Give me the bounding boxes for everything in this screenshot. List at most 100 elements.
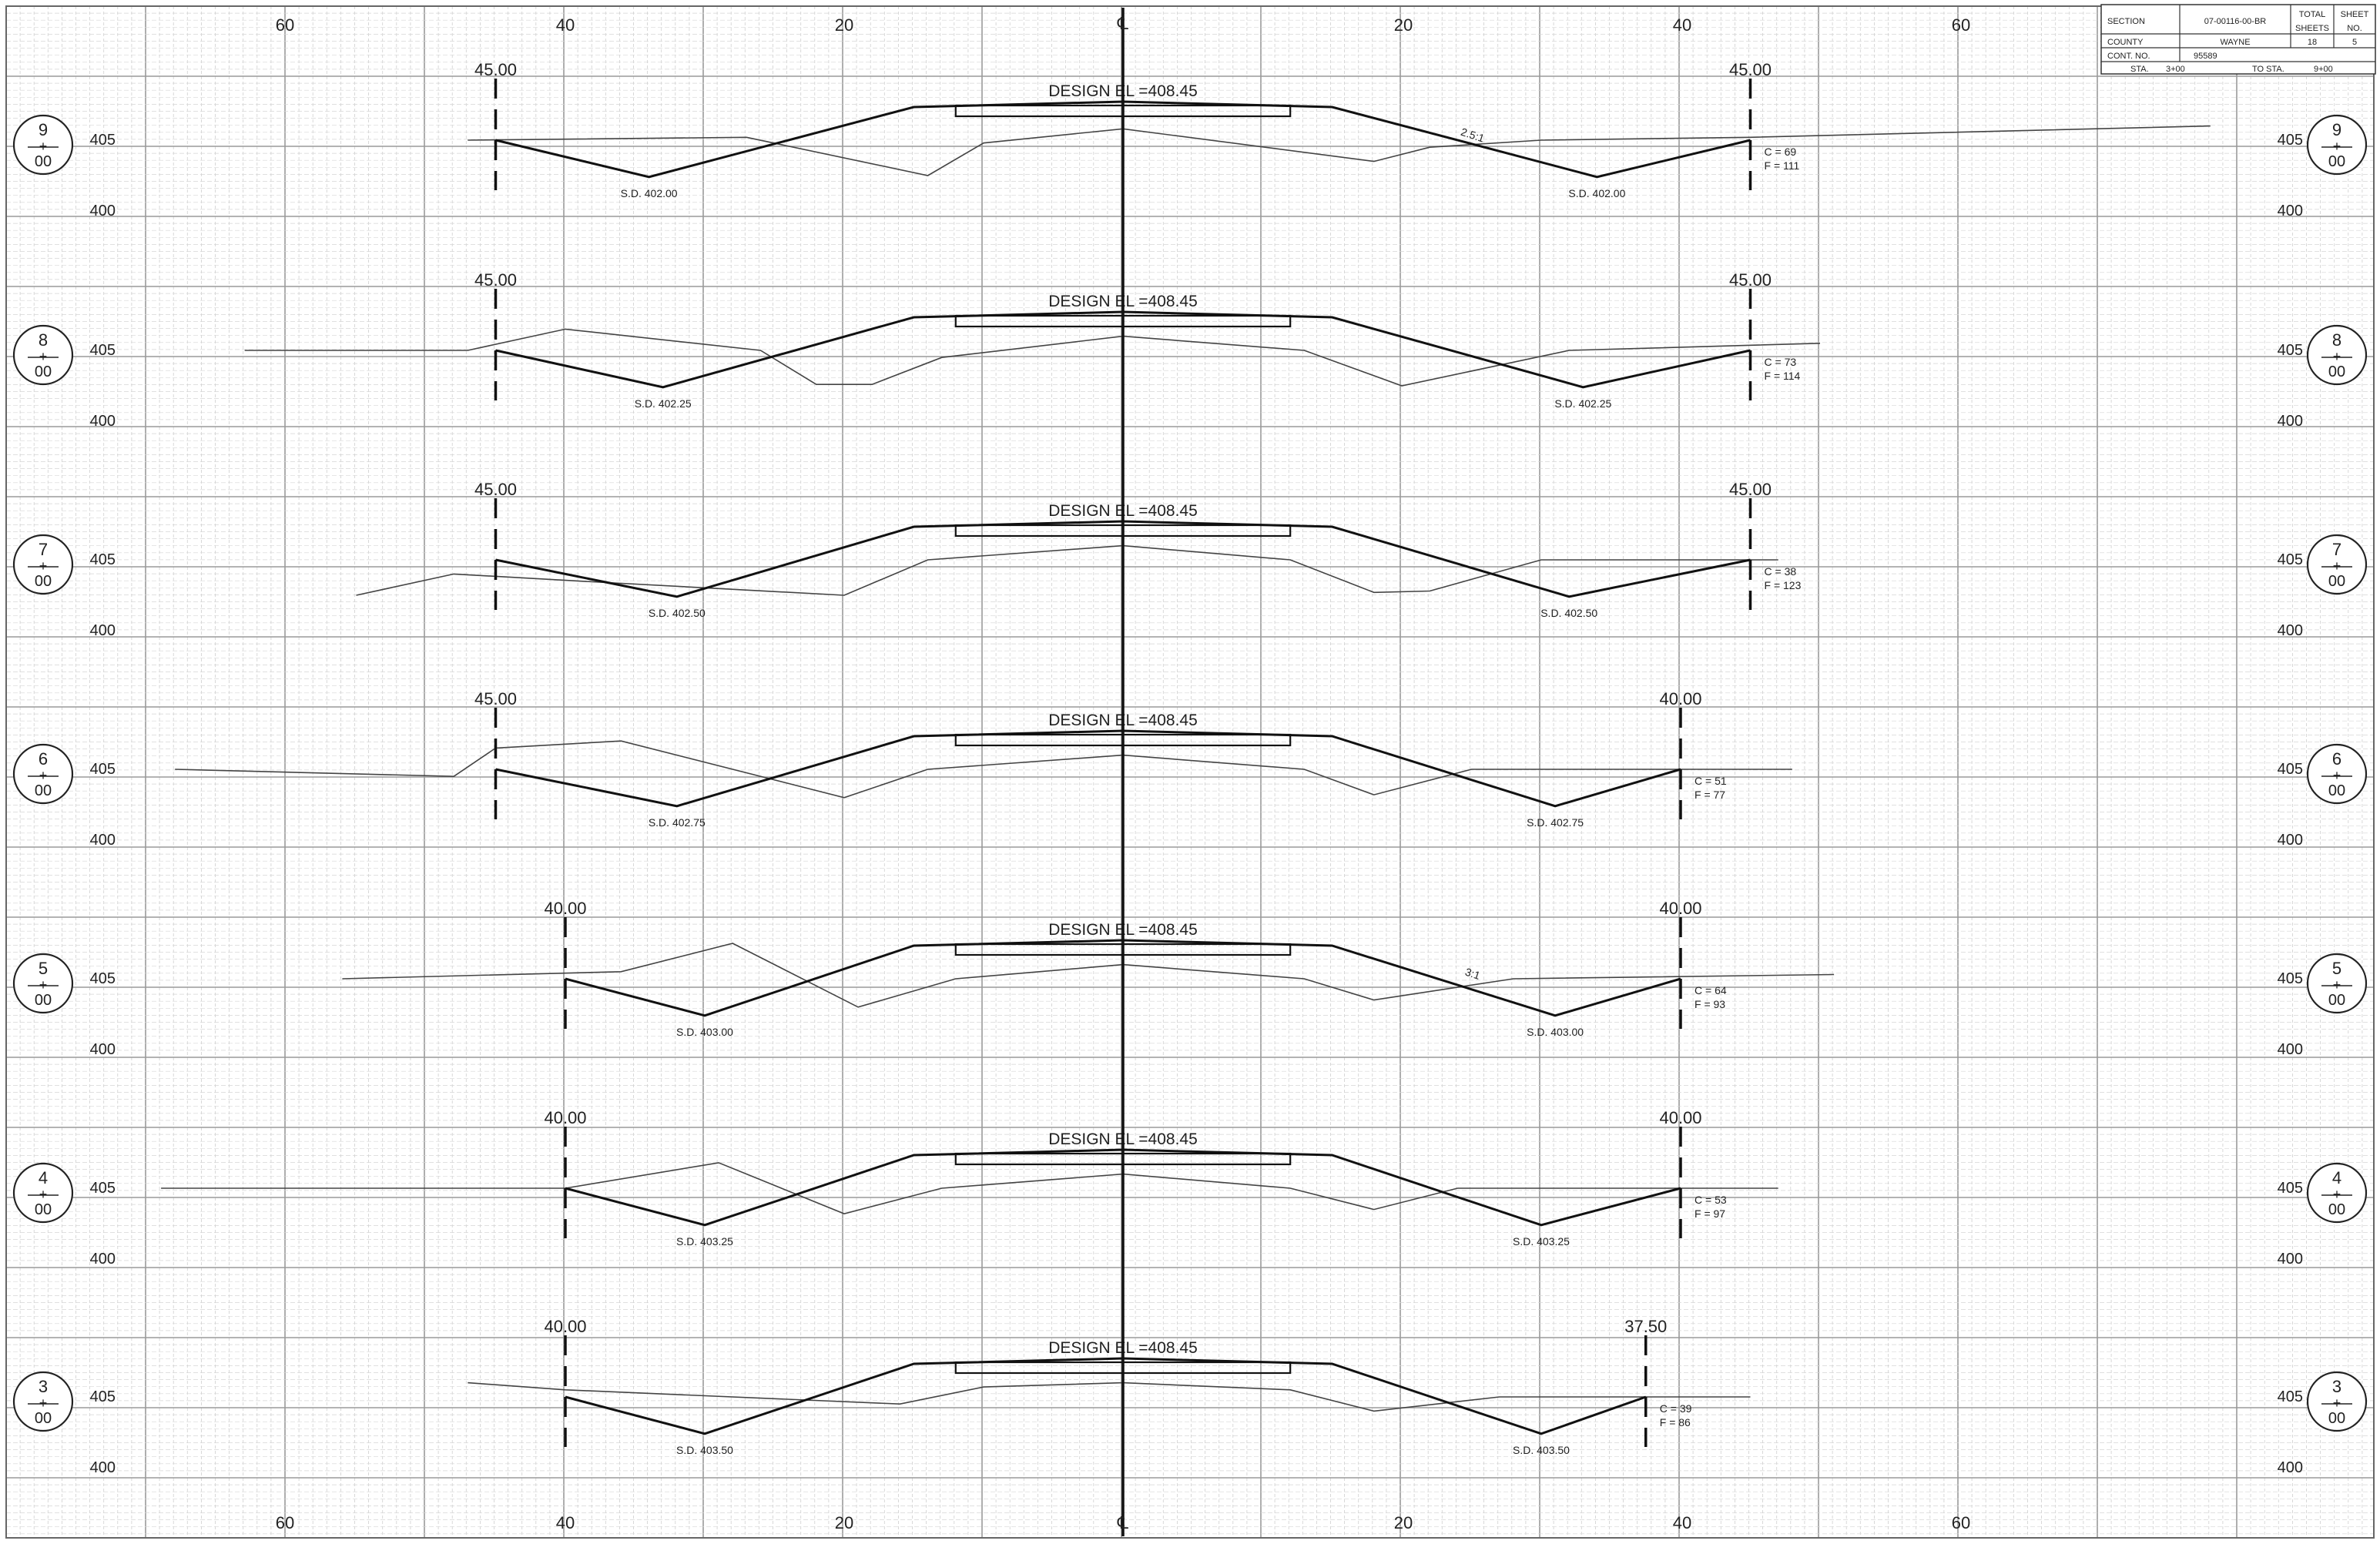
tb-cont-label: CONT. NO.	[2107, 52, 2150, 61]
existing-ground-line	[161, 1162, 1778, 1214]
existing-ground-line	[468, 125, 2211, 176]
elevation-label: 405	[90, 342, 116, 359]
offset-label: 60	[276, 15, 294, 35]
graph-paper-grid	[5, 5, 2375, 1539]
offset-label: 20	[835, 15, 853, 35]
ditch-elevation-label: S.D. 403.00	[676, 1026, 733, 1038]
station-number: 9	[2332, 120, 2341, 139]
elevation-label: 400	[90, 1041, 116, 1058]
station-bubble	[2306, 1371, 2368, 1432]
left-width-label: 40.00	[544, 899, 586, 918]
station-bubble	[2306, 743, 2368, 805]
offset-label: 40	[556, 15, 575, 35]
station-bubble	[12, 953, 74, 1014]
station-plus: +	[2333, 349, 2341, 364]
top-offset-labels: 60 40 20 20 40 60 ℄	[276, 14, 1970, 35]
elevation-label: 405	[2278, 970, 2303, 987]
offset-label: 60	[1952, 15, 1970, 35]
tb-sta-value: 3+00	[2166, 65, 2185, 74]
station-sub: 00	[35, 153, 52, 170]
left-width-label: 45.00	[474, 60, 517, 79]
station-bubble	[12, 114, 74, 176]
tb-sta-label: STA.	[2130, 65, 2149, 74]
existing-ground-line	[244, 328, 1821, 387]
station-bubble	[12, 1371, 74, 1432]
station-plus: +	[2333, 1395, 2341, 1411]
station-bubble	[2306, 114, 2368, 176]
ditch-elevation-label: S.D. 402.00	[1568, 187, 1625, 199]
offset-label: 60	[1952, 1513, 1970, 1532]
fill-quantity: F = 114	[1765, 370, 1801, 382]
station-number: 8	[2332, 330, 2341, 350]
elevation-label: 400	[90, 832, 116, 849]
station-bubble	[12, 1162, 74, 1224]
left-width-label: 40.00	[544, 1317, 586, 1336]
station-plus: +	[39, 349, 48, 364]
offset-label: 40	[556, 1513, 575, 1532]
existing-ground-line	[175, 740, 1792, 799]
cut-quantity: C = 69	[1765, 146, 1797, 158]
ditch-elevation-label: S.D. 402.25	[1554, 397, 1611, 410]
station-plus: +	[39, 558, 48, 574]
tb-county-label: COUNTY	[2107, 38, 2144, 47]
elevation-label: 405	[90, 1180, 116, 1197]
station-plus: +	[39, 1187, 48, 1202]
station-plus: +	[2333, 768, 2341, 783]
elevation-label: 400	[2278, 413, 2303, 430]
station-sub: 00	[35, 1201, 52, 1218]
station-bubble	[2306, 953, 2368, 1014]
ditch-elevation-label: S.D. 403.25	[1513, 1235, 1570, 1248]
right-width-label: 40.00	[1659, 1108, 1701, 1127]
elevation-label: 405	[90, 132, 116, 149]
elevation-label: 405	[2278, 1388, 2303, 1405]
cut-quantity: C = 73	[1765, 356, 1797, 368]
elevation-label: 400	[90, 413, 116, 430]
station-bubble	[12, 324, 74, 386]
cut-quantity: C = 64	[1694, 984, 1727, 996]
station-number: 4	[2332, 1168, 2341, 1187]
station-bubble	[2306, 324, 2368, 386]
elevation-label: 400	[2278, 1251, 2303, 1268]
tb-to-sta-label: TO STA.	[2252, 65, 2284, 74]
right-width-label: 40.00	[1659, 689, 1701, 708]
station-number: 6	[2332, 749, 2341, 769]
station-plus: +	[2333, 558, 2341, 574]
tb-sheet-value: 5	[2352, 38, 2357, 47]
elevation-label: 400	[90, 1459, 116, 1476]
tb-cont-value: 95589	[2194, 52, 2217, 61]
tb-sheet-label: NO.	[2347, 24, 2362, 33]
station-sub: 00	[2328, 363, 2345, 380]
offset-label: 60	[276, 1513, 294, 1532]
fill-quantity: F = 97	[1694, 1207, 1725, 1220]
station-sub: 00	[2328, 1201, 2345, 1218]
station-sub: 00	[35, 573, 52, 590]
offset-label: 20	[1394, 1513, 1413, 1532]
tb-total-value: 18	[2308, 38, 2317, 47]
station-sub: 00	[2328, 153, 2345, 170]
fill-quantity: F = 77	[1694, 789, 1725, 801]
left-width-label: 45.00	[474, 270, 517, 290]
elevation-label: 400	[90, 203, 116, 219]
station-plus: +	[2333, 977, 2341, 993]
elevation-label: 405	[90, 551, 116, 568]
station-bubble	[12, 534, 74, 595]
elevation-label: 400	[2278, 1041, 2303, 1058]
ditch-elevation-label: S.D. 402.50	[1540, 607, 1597, 619]
ditch-elevation-label: S.D. 403.25	[676, 1235, 733, 1248]
station-sub: 00	[35, 992, 52, 1009]
elevation-label: 400	[2278, 832, 2303, 849]
offset-label: 20	[835, 1513, 853, 1532]
ditch-elevation-label: S.D. 402.75	[649, 816, 706, 829]
tb-to-sta-value: 9+00	[2314, 65, 2333, 74]
tb-sheet-label: SHEET	[2341, 10, 2369, 19]
station-sub: 00	[35, 363, 52, 380]
elevation-label: 405	[2278, 761, 2303, 778]
fill-quantity: F = 93	[1694, 998, 1725, 1010]
station-plus: +	[39, 977, 48, 993]
station-number: 5	[39, 959, 48, 978]
elevation-label: 405	[90, 1388, 116, 1405]
